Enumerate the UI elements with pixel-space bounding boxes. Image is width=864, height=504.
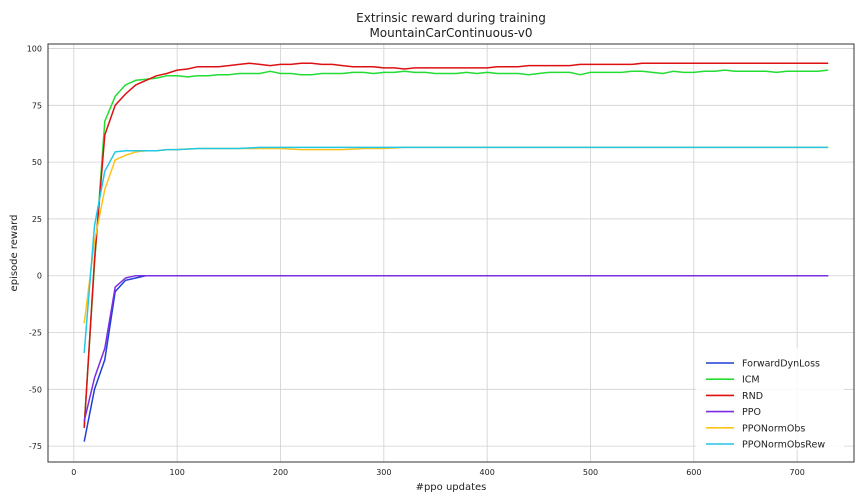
legend-entry-label: ICM xyxy=(742,375,760,386)
y-tick-label: -75 xyxy=(29,442,42,451)
chart-subtitle: MountainCarContinuous-v0 xyxy=(369,26,532,40)
y-tick-label: 100 xyxy=(27,45,42,54)
y-tick-label: -50 xyxy=(29,385,42,394)
y-axis-label: episode reward xyxy=(9,215,20,292)
series-line-pponormobsrew xyxy=(83,146,829,354)
y-tick-label: 0 xyxy=(37,272,42,281)
x-tick-label: 500 xyxy=(583,468,598,477)
y-tick-label: 75 xyxy=(32,101,42,110)
x-axis-label: #ppo updates xyxy=(416,482,487,493)
x-tick-label: 100 xyxy=(170,468,185,477)
y-tick-label: 25 xyxy=(32,215,42,224)
series-lines xyxy=(83,62,829,442)
y-tick-label: -25 xyxy=(29,329,42,338)
y-tick-label: 50 xyxy=(32,158,42,167)
x-tick-label: 600 xyxy=(686,468,701,477)
x-tick-label: 200 xyxy=(273,468,288,477)
legend-background xyxy=(696,348,844,450)
series-line-rnd xyxy=(83,62,829,428)
legend: ForwardDynLoss ICM RND PPO PPONormObs PPONorm… xyxy=(696,348,844,451)
x-tick-label: 0 xyxy=(71,468,76,477)
legend-entry-label: PPO xyxy=(742,407,761,418)
series-line-icm xyxy=(83,69,829,426)
legend-entry-label: RND xyxy=(742,391,763,402)
x-tick-label: 400 xyxy=(480,468,495,477)
legend-entry-label: PPONormObsRew xyxy=(742,440,825,451)
tick-labels: 0 100 200 300 400 500 600 700 -75 -50 -25 0 25 50 75 10… xyxy=(27,45,805,477)
legend-entry-label: PPONormObs xyxy=(742,423,805,434)
series-line-ppo xyxy=(83,274,829,422)
x-tick-label: 700 xyxy=(790,468,805,477)
series-line-pponormobs xyxy=(83,146,829,324)
x-tick-label: 300 xyxy=(376,468,391,477)
legend-entry-label: ForwardDynLoss xyxy=(742,359,820,370)
chart-title: Extrinsic reward during training xyxy=(356,11,546,25)
plot-frame xyxy=(47,43,855,463)
